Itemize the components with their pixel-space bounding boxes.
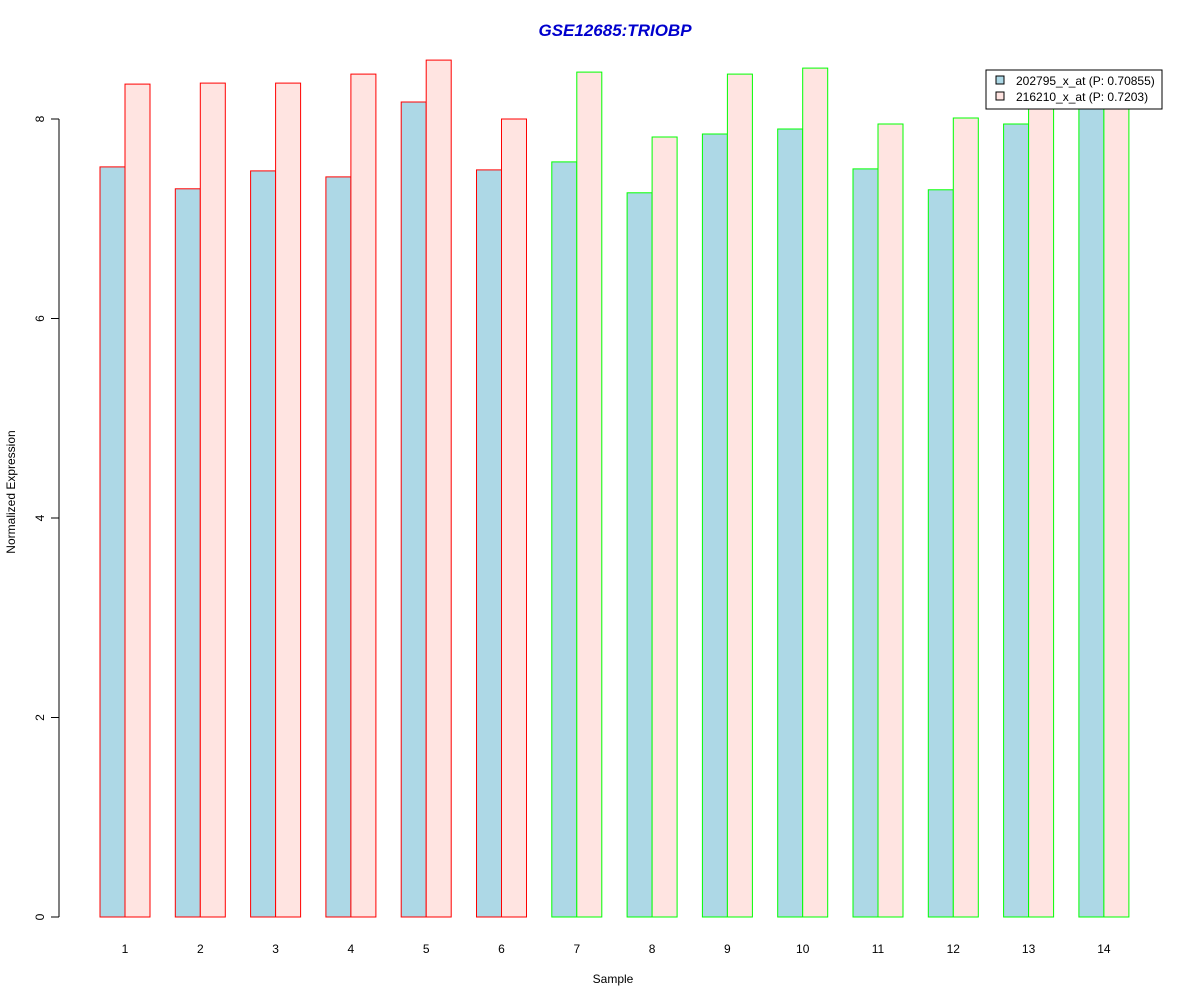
bar-s2-sample-1 (124, 83, 151, 918)
y-tick-label: 2 (33, 714, 47, 721)
bar-s1-sample-11 (852, 168, 879, 918)
x-tick-label: 2 (197, 942, 204, 956)
bar-s2-sample-7 (576, 71, 603, 918)
bar-s1-sample-10 (777, 128, 804, 918)
bar-s2-sample-9 (726, 73, 753, 918)
y-axis-label: Normalized Expression (4, 430, 18, 553)
x-tick-labels: 1 2 3 4 5 6 7 8 9 10 11 12 13 14 (122, 942, 1111, 956)
x-tick-label: 13 (1022, 942, 1036, 956)
x-tick-label: 9 (724, 942, 731, 956)
x-tick-label: 4 (348, 942, 355, 956)
x-tick-label: 12 (947, 942, 961, 956)
x-tick-label: 6 (498, 942, 505, 956)
bar-s1-sample-14 (1078, 106, 1105, 918)
bar-s1-sample-1 (99, 166, 126, 918)
bar-s2-sample-10 (802, 67, 829, 918)
y-axis: 0 2 4 6 8 (33, 115, 60, 920)
x-tick-label: 7 (573, 942, 580, 956)
x-tick-label: 14 (1097, 942, 1111, 956)
bar-s1-sample-3 (250, 170, 277, 918)
legend-swatch-series-1 (995, 75, 1005, 85)
legend-label-series-1: 202795_x_at (P: 0.70855) (1016, 74, 1155, 88)
bar-s1-sample-6 (476, 169, 502, 918)
bar-s2-sample-8 (651, 136, 678, 918)
bar-s1-sample-4 (325, 176, 352, 918)
y-tick-label: 8 (33, 115, 47, 122)
x-axis-label: Sample (593, 972, 634, 986)
bar-s2-sample-5 (425, 59, 452, 918)
bar-s2-sample-6 (501, 118, 527, 918)
bar-s2-sample-12 (952, 117, 979, 918)
bar-s1-sample-12 (927, 189, 954, 918)
x-tick-label: 10 (796, 942, 810, 956)
bar-s2-sample-14 (1103, 103, 1130, 918)
x-tick-label: 11 (872, 942, 885, 956)
x-tick-label: 5 (423, 942, 430, 956)
x-tick-label: 3 (272, 942, 279, 956)
bar-s2-sample-3 (275, 82, 302, 918)
x-tick-label: 8 (649, 942, 656, 956)
bar-s1-sample-7 (551, 161, 578, 918)
y-tick-label: 6 (33, 315, 47, 322)
bar-s2-sample-2 (199, 82, 226, 918)
y-tick-label: 4 (33, 514, 47, 521)
legend-box (985, 69, 1163, 110)
legend-label-series-2: 216210_x_at (P: 0.7203) (1016, 90, 1148, 104)
bars-group (99, 59, 1130, 918)
bar-s2-sample-11 (877, 123, 904, 918)
legend: 202795_x_at (P: 0.70855) 216210_x_at (P:… (985, 69, 1163, 110)
bar-s2-sample-13 (1028, 106, 1055, 918)
bar-s2-sample-4 (350, 73, 377, 918)
bar-s1-sample-5 (400, 101, 427, 918)
x-tick-label: 1 (122, 942, 129, 956)
bar-s1-sample-8 (626, 192, 653, 918)
bar-s1-sample-2 (174, 188, 201, 918)
bar-s1-sample-9 (701, 133, 728, 918)
y-tick-label: 0 (33, 913, 47, 920)
legend-swatch-series-2 (995, 91, 1005, 101)
chart-title: GSE12685:TRIOBP (538, 21, 692, 40)
bar-s1-sample-13 (1003, 123, 1030, 918)
